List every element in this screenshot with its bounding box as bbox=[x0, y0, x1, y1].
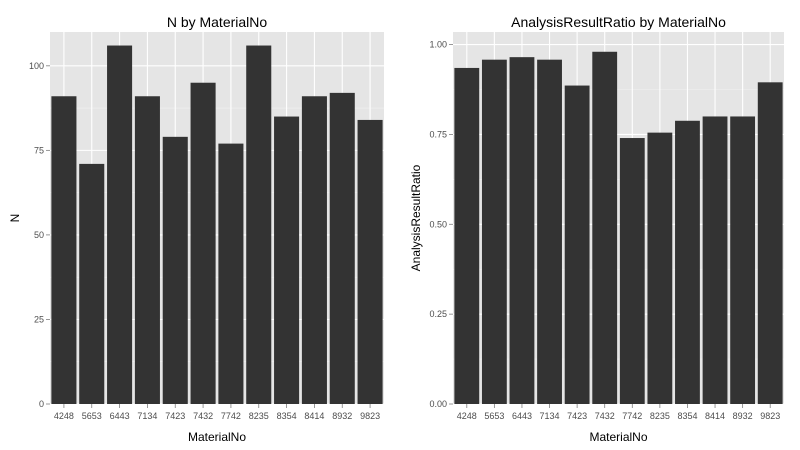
bar-7742 bbox=[619, 138, 645, 404]
chart-title: AnalysisResultRatio by MaterialNo bbox=[511, 14, 726, 30]
bar-7134 bbox=[537, 59, 562, 405]
y-tick-label: 100 bbox=[29, 61, 44, 71]
bar-9823 bbox=[757, 82, 783, 404]
x-tick-label: 6443 bbox=[110, 411, 130, 421]
x-tick-label: 7742 bbox=[622, 411, 642, 421]
y-tick-label: 1.00 bbox=[429, 40, 447, 50]
bar-8414 bbox=[301, 96, 327, 404]
x-tick-label: 8354 bbox=[677, 411, 697, 421]
panel-background bbox=[50, 32, 384, 404]
x-tick-label: 4248 bbox=[457, 411, 477, 421]
x-tick-label: 8235 bbox=[650, 411, 670, 421]
x-tick-label: 9823 bbox=[360, 411, 380, 421]
bar-8932 bbox=[730, 116, 756, 404]
bar-7423 bbox=[564, 85, 590, 404]
bar-8354 bbox=[675, 120, 700, 405]
chart-title: N by MaterialNo bbox=[167, 14, 268, 30]
left-chart: 0 25 50 75 100 4248 5653 6443 7134 7423 7432 7742 82… bbox=[8, 14, 384, 444]
x-tick-label: 8235 bbox=[249, 411, 269, 421]
bar-8354 bbox=[274, 116, 300, 404]
x-axis-title: MaterialNo bbox=[188, 430, 246, 444]
y-tick-label: 50 bbox=[34, 230, 44, 240]
x-tick-label: 4248 bbox=[54, 411, 74, 421]
x-tick-label: 8414 bbox=[304, 411, 324, 421]
y-axis-title: N bbox=[8, 214, 22, 223]
bar-5653 bbox=[481, 59, 507, 405]
y-tick-label: 25 bbox=[34, 314, 44, 324]
bar-4248 bbox=[51, 96, 77, 404]
right-chart: 0.00 0.25 0.50 0.75 1.00 4248 5653 6443 7134 7423… bbox=[409, 14, 784, 444]
bar-7742 bbox=[218, 143, 244, 404]
y-tick-label: 0.75 bbox=[429, 129, 447, 139]
bar-6443 bbox=[107, 45, 133, 404]
x-tick-label: 9823 bbox=[760, 411, 780, 421]
x-tick-label: 6443 bbox=[512, 411, 532, 421]
x-tick-label: 7423 bbox=[567, 411, 587, 421]
x-tick-label: 7134 bbox=[540, 411, 560, 421]
x-tick-label: 8932 bbox=[733, 411, 753, 421]
bar-7134 bbox=[134, 96, 160, 404]
x-tick-label: 7423 bbox=[165, 411, 185, 421]
x-tick-label: 8354 bbox=[277, 411, 297, 421]
x-tick-label: 8414 bbox=[705, 411, 725, 421]
y-tick-label: 75 bbox=[34, 145, 44, 155]
y-tick-label: 0.00 bbox=[429, 399, 447, 409]
x-axis-title: MaterialNo bbox=[589, 430, 647, 444]
bar-7432 bbox=[190, 82, 216, 405]
x-tick-label: 7742 bbox=[221, 411, 241, 421]
bar-7432 bbox=[592, 51, 618, 404]
x-tick-label: 7134 bbox=[137, 411, 157, 421]
x-tick-label: 5653 bbox=[484, 411, 504, 421]
panel-background bbox=[453, 32, 784, 404]
bar-5653 bbox=[79, 163, 105, 404]
bar-9823 bbox=[357, 119, 383, 404]
bar-8932 bbox=[329, 92, 355, 404]
bar-8235 bbox=[647, 132, 673, 404]
bar-6443 bbox=[509, 57, 535, 404]
x-tick-label: 7432 bbox=[595, 411, 615, 421]
x-tick-label: 5653 bbox=[82, 411, 102, 421]
x-tick-label: 8932 bbox=[332, 411, 352, 421]
x-tick-label: 7432 bbox=[193, 411, 213, 421]
bar-4248 bbox=[454, 67, 480, 405]
y-tick-label: 0.25 bbox=[429, 309, 447, 319]
bar-8235 bbox=[246, 45, 272, 404]
y-tick-label: 0 bbox=[39, 399, 44, 409]
bar-8414 bbox=[702, 116, 728, 404]
y-axis-title: AnalysisResultRatio bbox=[409, 164, 423, 271]
y-tick-label: 0.50 bbox=[429, 219, 447, 229]
bar-7423 bbox=[162, 136, 188, 404]
